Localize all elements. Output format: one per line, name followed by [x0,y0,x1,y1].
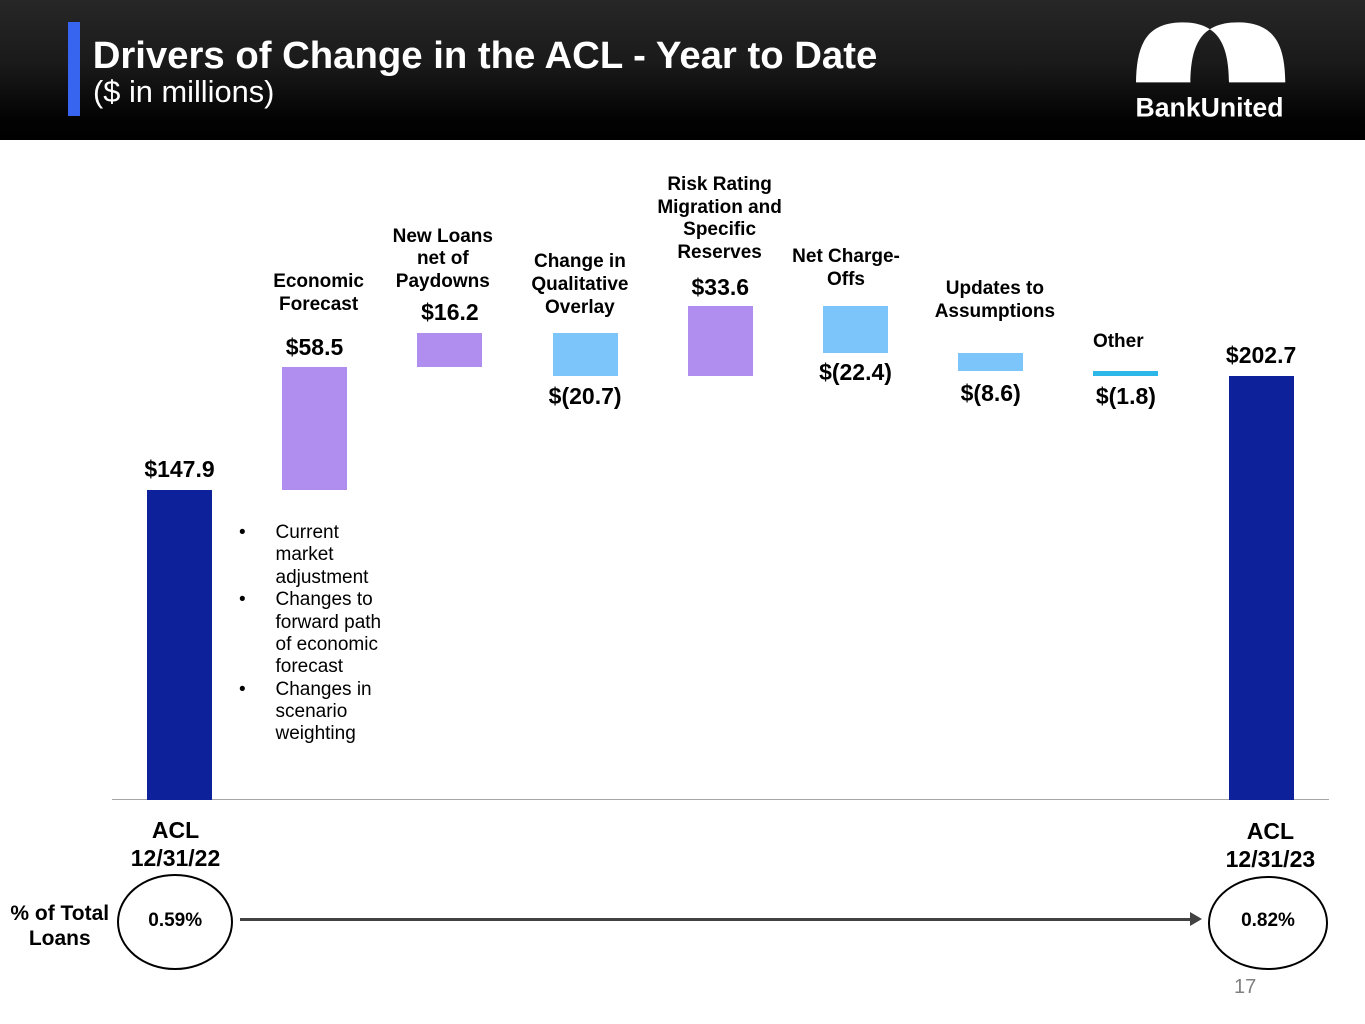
svg-text:BankUnited: BankUnited [1136,93,1284,123]
